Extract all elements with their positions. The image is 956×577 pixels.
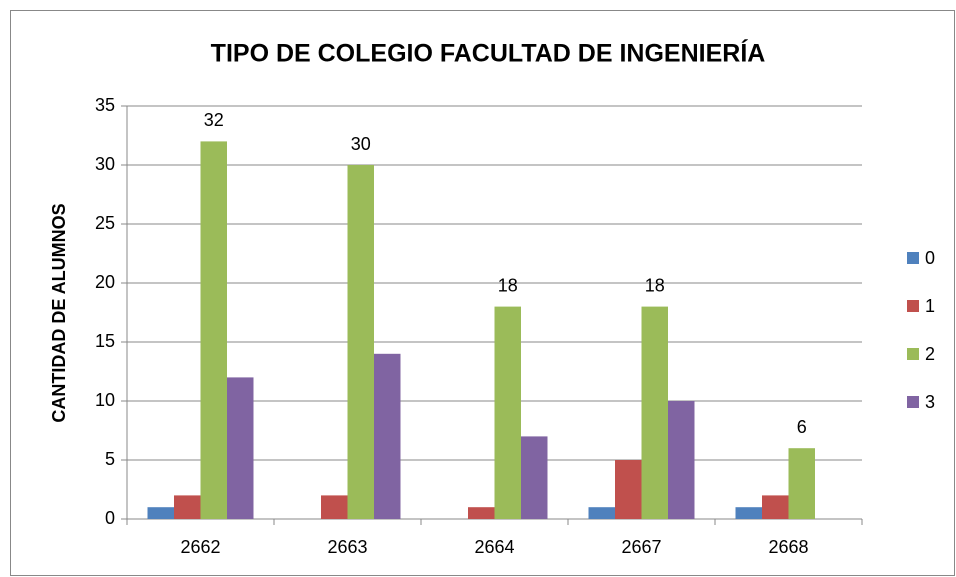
legend-label: 0 <box>925 248 935 268</box>
y-tick-label: 15 <box>95 331 115 351</box>
data-label: 18 <box>498 275 518 295</box>
chart-title: TIPO DE COLEGIO FACULTAD DE INGENIERÍA <box>211 39 766 68</box>
legend-swatch <box>907 348 919 360</box>
bar <box>668 401 695 519</box>
data-label: 32 <box>204 110 224 130</box>
bar <box>174 495 201 519</box>
bar <box>147 507 174 519</box>
legend-swatch <box>907 396 919 408</box>
x-tick-label: 2662 <box>180 537 220 557</box>
bar <box>227 377 254 519</box>
bar <box>494 306 521 519</box>
y-axis-label: CANTIDAD DE ALUMNOS <box>49 203 69 422</box>
bar <box>762 495 789 519</box>
y-tick-label: 0 <box>105 508 115 528</box>
legend-swatch <box>907 300 919 312</box>
y-tick-label: 25 <box>95 213 115 233</box>
bar <box>521 436 548 519</box>
x-tick-label: 2668 <box>768 537 808 557</box>
data-label: 6 <box>797 417 807 437</box>
bar <box>468 507 495 519</box>
bar <box>200 141 227 519</box>
data-label: 18 <box>645 275 665 295</box>
data-label: 30 <box>351 134 371 154</box>
x-tick-label: 2667 <box>621 537 661 557</box>
x-tick-label: 2663 <box>327 537 367 557</box>
legend-swatch <box>907 252 919 264</box>
y-tick-label: 5 <box>105 449 115 469</box>
x-tick-label: 2664 <box>474 537 514 557</box>
y-tick-label: 30 <box>95 154 115 174</box>
bar <box>321 495 348 519</box>
bar <box>347 165 374 519</box>
bar <box>374 353 401 519</box>
legend-label: 2 <box>925 344 935 364</box>
bar <box>788 448 815 519</box>
y-tick-label: 35 <box>95 95 115 115</box>
bar <box>641 306 668 519</box>
legend-label: 3 <box>925 392 935 412</box>
legend-label: 1 <box>925 296 935 316</box>
bar <box>615 460 642 519</box>
bar <box>735 507 762 519</box>
y-tick-label: 10 <box>95 390 115 410</box>
bar <box>588 507 615 519</box>
y-tick-label: 20 <box>95 272 115 292</box>
